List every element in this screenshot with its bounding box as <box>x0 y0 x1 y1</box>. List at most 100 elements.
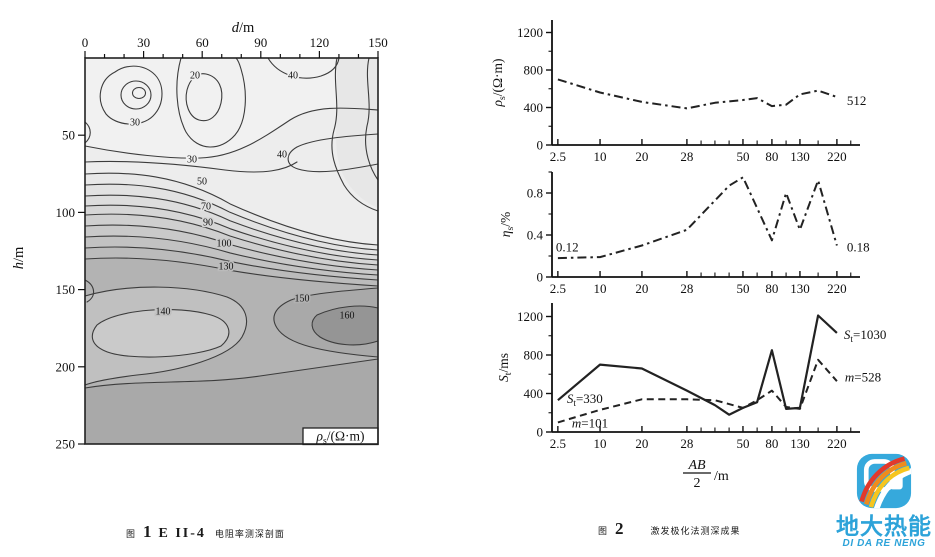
contour-line <box>84 183 379 251</box>
figure2-caption: 图 2 激发极化法测深成果 <box>598 519 741 539</box>
x-tick-label: 120 <box>310 35 330 50</box>
x-tick-label: 80 <box>765 281 778 296</box>
x-tick-label: 220 <box>827 281 847 296</box>
contour-line <box>365 57 379 181</box>
x-axis-title-denominator: 2 <box>694 476 701 491</box>
contour-labels: 20 40 30 30 40 50 70 90 100 130 140 150 160 ρs/(Ω·m) <box>128 69 364 447</box>
contour-value-label: 40 <box>277 150 287 161</box>
x-tick-label: 50 <box>736 149 749 164</box>
contour-line <box>84 358 379 389</box>
y-tick-label: 800 <box>524 348 544 363</box>
contour-line <box>84 121 91 144</box>
contour-line <box>84 213 379 266</box>
chart-panel-middle: 0 0.4 0.8 2.5 10 20 28 50 80 130 220 ηs/% 0.12 0.18 <box>498 171 870 296</box>
figure2-caption-number: 2 <box>615 519 624 538</box>
chart-panel-top: 0 400 800 1200 2.5 10 20 28 50 80 130 220 ρs/(Ω·m) 51… <box>490 20 866 164</box>
x-tick-label: 80 <box>765 149 778 164</box>
logo-icon-yellow-arc <box>868 465 910 508</box>
y-tick-label: 150 <box>56 282 76 297</box>
y-tick-label: 100 <box>56 205 76 220</box>
x-tick-label: 130 <box>790 281 810 296</box>
y-tick-label: 1200 <box>517 309 543 324</box>
figure1-caption-fig: 图 <box>126 529 136 539</box>
x-axis-title-unit: /m <box>714 469 729 484</box>
contour-value-label: 50 <box>197 177 207 188</box>
contour-value-label: 30 <box>187 155 197 166</box>
y-tick-label: 0.8 <box>527 186 543 201</box>
x-tick-label: 10 <box>594 281 607 296</box>
x-tick-label: 28 <box>680 281 693 296</box>
contour-line <box>273 287 379 358</box>
x-tick-label: 50 <box>736 436 749 451</box>
chart-panel-bottom: 0 400 800 1200 2.5 10 20 28 50 80 130 220 St/ms St=33… <box>496 303 886 451</box>
y-axis-title: ρs/(Ω·m) <box>490 58 508 107</box>
annotation-label: 0.12 <box>556 240 579 255</box>
figure1-caption-number: 1 <box>143 522 152 541</box>
logo-icon-white-swoosh <box>873 468 912 509</box>
y-tick-label: 0 <box>537 138 544 153</box>
contour-value-label: 140 <box>156 307 171 318</box>
contour-bottom-features <box>84 286 378 444</box>
contour-line <box>84 224 379 271</box>
contour-line <box>84 107 379 159</box>
contour-value-label: 30 <box>130 118 140 129</box>
contour-line <box>176 57 246 148</box>
y-tick-label: 50 <box>62 128 75 143</box>
watermark-logo: 地大热能 DI DA RE NENG <box>834 453 934 549</box>
figure1-caption-code: E II-4 <box>158 526 206 541</box>
y-tick-label: 200 <box>56 359 76 374</box>
annotation-label: m=528 <box>845 370 881 385</box>
contour-axes: 0 30 60 90 120 150 d/m 50 100 150 200 250 h/m <box>11 20 388 452</box>
x-tick-label: 90 <box>254 35 267 50</box>
x-tick-label: 60 <box>196 35 209 50</box>
annotation-label: 512 <box>847 93 867 108</box>
contour-value-label: 160 <box>340 311 355 322</box>
series-eta_s <box>557 176 838 260</box>
x-axis-title: d/m <box>232 20 255 36</box>
contour-line <box>99 65 163 125</box>
x-tick-label: 150 <box>368 35 388 50</box>
contour-line <box>120 80 152 110</box>
x-tick-label: 10 <box>594 436 607 451</box>
figure2-caption-fig: 图 <box>598 526 608 536</box>
annotation-label: St=1030 <box>844 327 886 345</box>
contour-line <box>84 204 379 261</box>
figure1-caption-text: 电阻率测深剖面 <box>214 529 285 539</box>
annotation-label: m=101 <box>572 415 608 430</box>
contour-plot-area: 20 40 30 30 40 50 70 90 100 130 140 150 160 ρs/(Ω·m) <box>84 57 379 447</box>
contour-plot-border <box>84 57 379 445</box>
contour-value-label: 100 <box>217 239 232 250</box>
contour-value-label: 40 <box>288 71 298 82</box>
y-tick-label: 250 <box>56 437 76 452</box>
contour-line <box>84 235 379 276</box>
logo-icon <box>856 453 912 509</box>
contour-line <box>84 257 379 287</box>
contour-line <box>84 246 379 281</box>
y-axis-title: ηs/% <box>498 212 516 238</box>
contour-line <box>331 57 379 212</box>
contour-value-label: 70 <box>201 202 211 213</box>
x-tick-label: 50 <box>736 281 749 296</box>
x-axis-title: AB 2/m <box>683 458 729 491</box>
y-tick-label: 0 <box>537 270 544 285</box>
contour-value-label: 20 <box>190 71 200 82</box>
contour-value-label: 90 <box>203 218 213 229</box>
x-tick-label: 2.5 <box>550 149 566 164</box>
y-tick-label: 400 <box>524 100 544 115</box>
y-tick-label: 1200 <box>517 25 543 40</box>
contour-value-label: 150 <box>295 294 310 305</box>
x-tick-label: 220 <box>827 149 847 164</box>
contour-value-label: 130 <box>219 262 234 273</box>
x-tick-label: 28 <box>680 149 693 164</box>
y-axis-title: h/m <box>11 246 27 269</box>
x-tick-label: 10 <box>594 149 607 164</box>
figure1-caption: 图 1 E II-4 电阻率测深剖面 <box>126 522 285 542</box>
contour-line <box>84 160 298 173</box>
contour-lines <box>84 57 379 389</box>
y-axis-title: St/ms <box>496 353 514 382</box>
annotation-label: St=330 <box>567 391 603 409</box>
contour-line <box>84 172 379 246</box>
x-tick-label: 20 <box>635 281 648 296</box>
